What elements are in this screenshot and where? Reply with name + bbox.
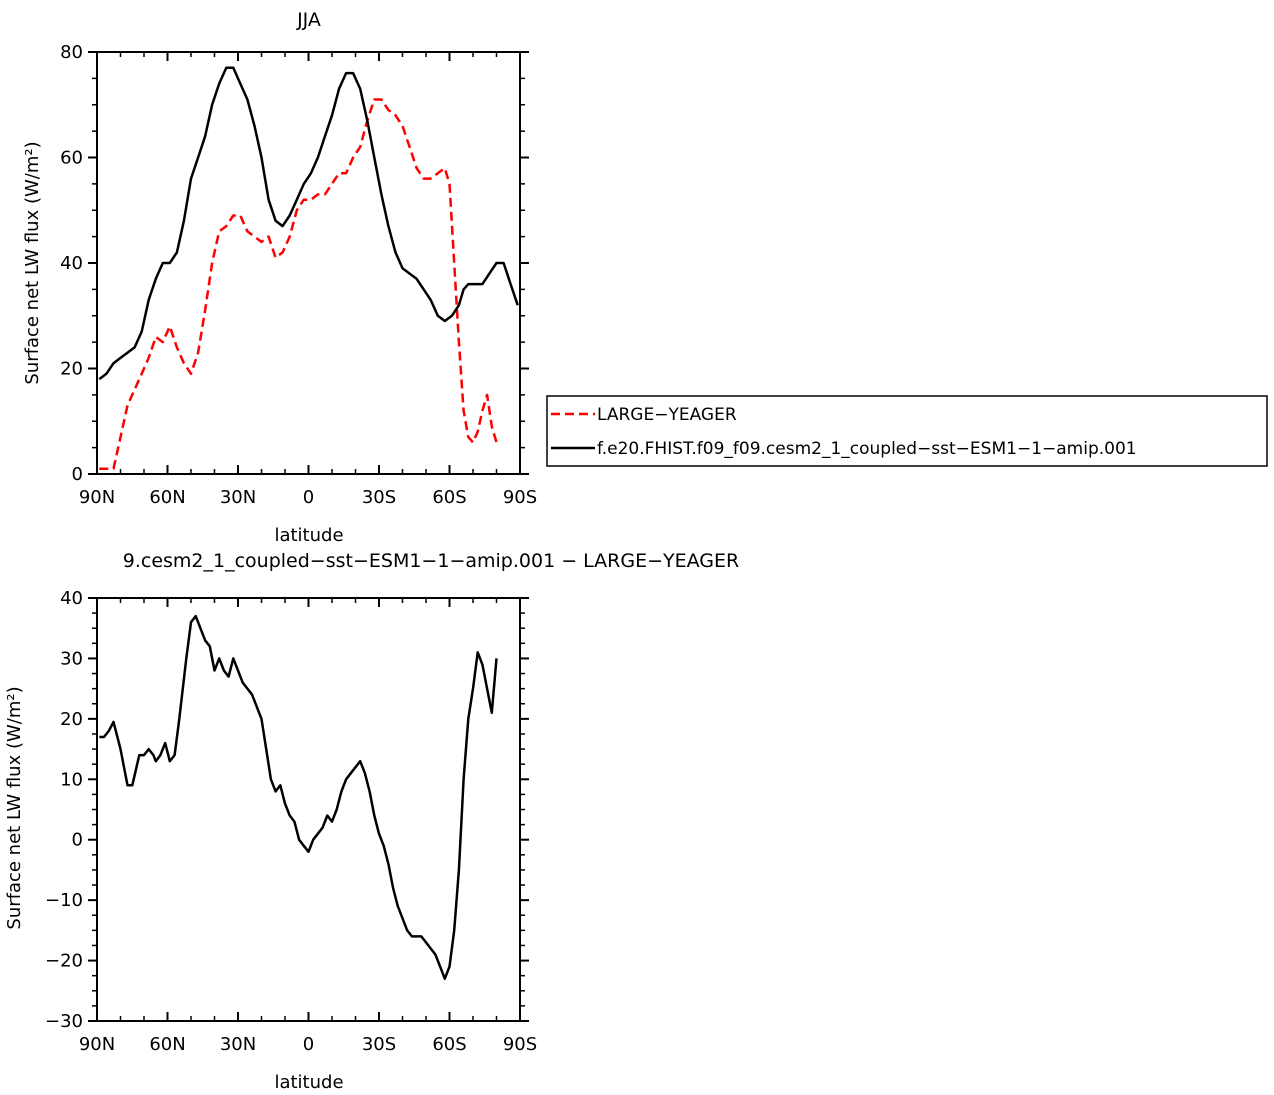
- chart-title: JJA: [296, 9, 321, 31]
- y-tick-label: 0: [72, 830, 83, 851]
- x-tick-label: 60S: [432, 487, 466, 508]
- y-tick-label: 20: [60, 359, 83, 380]
- legend-label-fhist: f.e20.FHIST.f09_f09.cesm2_1_coupled−sst−…: [597, 439, 1137, 459]
- x-tick-label: 90S: [503, 1034, 537, 1055]
- y-tick-label: 60: [60, 148, 83, 169]
- legend-label-large-yeager: LARGE−YEAGER: [597, 405, 737, 425]
- legend-box: [546, 395, 1268, 467]
- y-tick-label: 20: [60, 709, 83, 730]
- y-tick-label: 30: [60, 648, 83, 669]
- x-tick-label: 30N: [220, 487, 256, 508]
- plot-frame: [96, 51, 521, 475]
- y-axis-label: Surface net LW flux (W/m²): [4, 686, 25, 929]
- y-tick-label: −30: [45, 1011, 83, 1032]
- x-tick-label: 60S: [432, 1034, 466, 1055]
- series-layer: [99, 614, 498, 980]
- y-tick-label: 0: [72, 464, 83, 485]
- axis-ticks: 90N 60N 30N 0 30S 60S 90S 0 20 40 60 80: [60, 42, 537, 508]
- x-tick-label: 90N: [79, 487, 115, 508]
- y-axis-label: Surface net LW flux (W/m²): [22, 141, 43, 384]
- axis-ticks: 90N 60N 30N 0 30S 60S 90S −30 −20 −10 0 10 20 30 40: [45, 588, 537, 1055]
- x-tick-label: 90S: [503, 487, 537, 508]
- plot-area: 90N 60N 30N 0 30S 60S 90S 0 20 40 60 80: [60, 42, 537, 508]
- x-tick-label: 60N: [149, 1034, 185, 1055]
- chart-panel-top: JJA 90N 60N 30N 0 30S 60S 90S 0 20 40 60 80 latitud…: [22, 9, 1268, 546]
- legend: LARGE−YEAGER f.e20.FHIST.f09_f09.cesm2_1…: [546, 395, 1268, 467]
- x-axis-label: latitude: [274, 1072, 343, 1093]
- y-tick-label: 40: [60, 588, 83, 609]
- x-tick-label: 0: [303, 487, 314, 508]
- chart-panel-bottom: 9.cesm2_1_coupled−sst−ESM1−1−amip.001 − …: [4, 550, 739, 1093]
- series-line-1: [98, 66, 519, 381]
- x-tick-label: 30S: [362, 487, 396, 508]
- y-tick-label: 80: [60, 42, 83, 63]
- chart-title: 9.cesm2_1_coupled−sst−ESM1−1−amip.001 − …: [123, 550, 739, 572]
- x-tick-label: 90N: [79, 1034, 115, 1055]
- y-tick-label: −10: [45, 890, 83, 911]
- series-layer: [98, 66, 519, 470]
- y-tick-label: −20: [45, 951, 83, 972]
- x-tick-label: 60N: [149, 487, 185, 508]
- x-axis-label: latitude: [274, 525, 343, 546]
- plot-frame: [96, 597, 521, 1022]
- series-line-0: [99, 614, 498, 980]
- x-tick-label: 30N: [220, 1034, 256, 1055]
- y-tick-label: 40: [60, 253, 83, 274]
- plot-area: 90N 60N 30N 0 30S 60S 90S −30 −20 −10 0 10 20 30 40: [45, 588, 537, 1055]
- series-line-0: [99, 98, 498, 470]
- x-tick-label: 30S: [362, 1034, 396, 1055]
- y-tick-label: 10: [60, 769, 83, 790]
- x-tick-label: 0: [303, 1034, 314, 1055]
